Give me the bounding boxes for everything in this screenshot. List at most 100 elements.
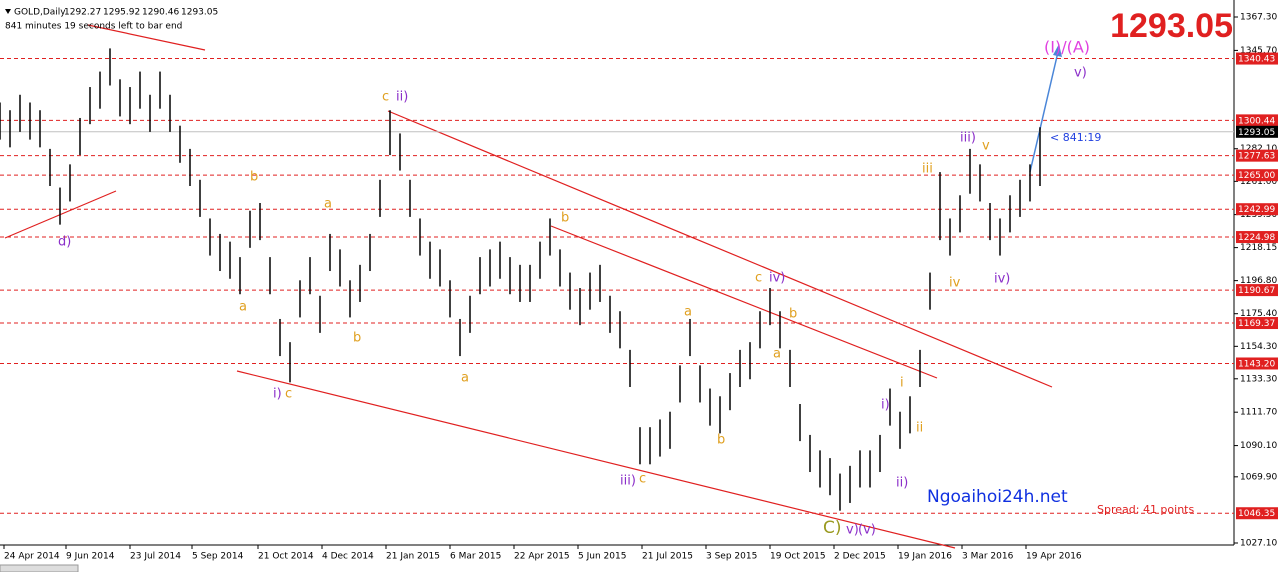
wave-label: b: [561, 211, 569, 226]
projection-arrow: [1029, 51, 1059, 173]
x-tick-label: 24 Apr 2014: [4, 552, 60, 562]
x-tick-label: 3 Mar 2016: [962, 552, 1014, 562]
x-tick-label: 21 Jan 2015: [386, 552, 440, 562]
wave-label: (v): [858, 523, 876, 538]
x-tick-label: 21 Jul 2015: [642, 552, 693, 562]
trendline: [550, 225, 938, 379]
y-tick-label: 1282.10: [1240, 144, 1277, 154]
y-tick-label: 1345.70: [1240, 46, 1277, 56]
x-tick-label: 4 Dec 2014: [322, 552, 374, 562]
level-box: [1236, 231, 1278, 244]
y-tick-label: 1196.80: [1240, 276, 1277, 286]
level-box: [1236, 357, 1278, 370]
level-label: 1169.37: [1238, 319, 1275, 329]
y-tick-label: 1090.10: [1240, 441, 1277, 451]
level-box: [1236, 169, 1278, 182]
wave-label: C): [823, 518, 842, 538]
wave-label: iv: [949, 276, 961, 291]
x-tick-label: 21 Oct 2014: [258, 552, 314, 562]
level-label: 1277.63: [1238, 152, 1275, 162]
wave-label: i): [881, 398, 890, 413]
y-tick-label: 1261.00: [1240, 177, 1277, 187]
wave-label: (I)/(A): [1044, 38, 1090, 57]
wave-label: ii): [396, 90, 408, 105]
wave-label: Ngoaihoi24h.net: [927, 487, 1068, 507]
x-tick-label: 22 Apr 2015: [514, 552, 570, 562]
low: 1290.46: [142, 8, 179, 18]
level-label: 1300.44: [1238, 116, 1275, 126]
level-label: 1190.67: [1238, 286, 1275, 296]
level-label: 1046.35: [1238, 509, 1275, 519]
wave-label: v): [846, 523, 859, 538]
arrow-head: [1053, 44, 1062, 57]
level-label: 1224.98: [1238, 233, 1275, 243]
wave-label: b: [717, 433, 725, 448]
x-tick-label: 19 Jan 2016: [898, 552, 952, 562]
x-tick-label: 3 Sep 2015: [706, 552, 757, 562]
y-tick-label: 1218.15: [1240, 243, 1277, 253]
level-box: [1236, 507, 1278, 520]
close: 1293.05: [181, 8, 218, 18]
last-price-box: [1236, 125, 1278, 138]
menu-triangle: [5, 9, 11, 14]
wave-label: < 841:19: [1050, 131, 1101, 144]
wave-label: c: [755, 271, 762, 286]
x-tick-label: 2 Dec 2015: [834, 552, 886, 562]
big-price: 1293.05: [1110, 7, 1233, 45]
level-box: [1236, 203, 1278, 216]
x-tick-label: 23 Jul 2014: [130, 552, 181, 562]
last-price-label: 1293.05: [1238, 128, 1275, 138]
wave-label: iv): [769, 271, 785, 286]
y-tick-label: 1367.30: [1240, 13, 1277, 23]
level-label: 1143.20: [1238, 359, 1275, 369]
open: 1292.27: [64, 8, 101, 18]
level-box: [1236, 52, 1278, 65]
x-tick-label: 6 Mar 2015: [450, 552, 501, 562]
wave-label: d): [58, 235, 71, 250]
x-tick-label: 5 Sep 2014: [192, 552, 244, 562]
y-tick-label: 1027.10: [1240, 538, 1277, 548]
level-label: 1340.43: [1238, 55, 1275, 65]
wave-label: ii: [916, 421, 923, 436]
y-tick-label: 1175.40: [1240, 309, 1277, 319]
wave-label: Spread: 41 points: [1097, 503, 1194, 516]
wave-label: iii): [620, 474, 636, 489]
trendline: [387, 110, 1053, 388]
wave-label: iii: [922, 162, 933, 177]
wave-label: v: [982, 139, 990, 154]
wave-label: a: [324, 197, 332, 212]
level-box: [1236, 317, 1278, 330]
y-tick-label: 1069.90: [1240, 472, 1277, 482]
wave-label: iii): [960, 131, 976, 146]
wave-label: a: [773, 347, 781, 362]
x-tick-label: 5 Jun 2015: [578, 552, 626, 562]
x-tick-label: 9 Jun 2014: [66, 552, 115, 562]
wave-label: b: [789, 307, 797, 322]
wave-label: v): [1074, 66, 1087, 81]
y-tick-label: 1154.30: [1240, 342, 1277, 352]
wave-label: ii): [896, 476, 908, 491]
high: 1295.92: [103, 8, 140, 18]
wave-label: c: [639, 472, 646, 487]
symbol: GOLD,Daily: [14, 8, 66, 18]
wave-label: a: [239, 300, 247, 315]
wave-label: b: [250, 170, 258, 185]
x-tick-label: 19 Oct 2015: [770, 552, 826, 562]
wave-label: i): [273, 387, 282, 402]
countdown: 841 minutes 19 seconds left to bar end: [5, 22, 182, 32]
level-box: [1236, 114, 1278, 127]
wave-label: c: [382, 90, 389, 105]
level-box: [1236, 284, 1278, 297]
tab: [0, 564, 79, 572]
wave-label: b: [353, 331, 361, 346]
trendline: [87, 24, 206, 51]
level-box: [1236, 149, 1278, 162]
x-tick-label: 19 Apr 2016: [1026, 552, 1082, 562]
wave-label: c: [285, 387, 292, 402]
wave-label: a: [684, 305, 692, 320]
trendline: [236, 370, 956, 549]
wave-label: a: [461, 371, 469, 386]
wave-label: i: [900, 376, 904, 391]
